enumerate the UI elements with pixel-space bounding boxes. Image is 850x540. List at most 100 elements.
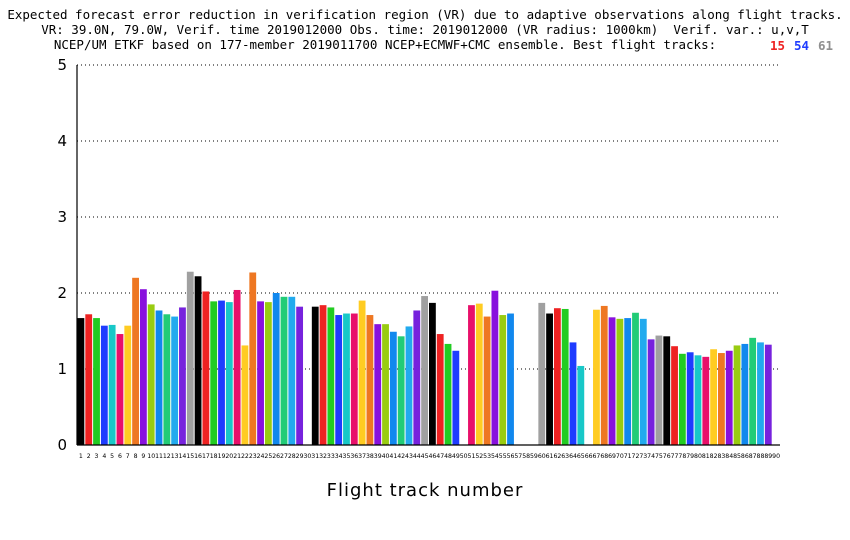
- bar: [475, 303, 483, 445]
- bar: [499, 315, 507, 445]
- x-tick-label: 83: [717, 453, 725, 460]
- bar: [616, 318, 624, 445]
- bar: [600, 305, 608, 445]
- x-tick-label: 54: [491, 453, 499, 460]
- bar: [280, 296, 288, 445]
- x-tick-label: 44: [413, 453, 421, 460]
- x-tick-label: 68: [600, 453, 608, 460]
- x-tick-label: 73: [639, 453, 647, 460]
- x-tick-label: 46: [428, 453, 436, 460]
- x-tick-label: 66: [585, 453, 593, 460]
- x-tick-label: 11: [155, 453, 163, 460]
- x-tick-label: 69: [608, 453, 616, 460]
- y-tick-label: 5: [57, 56, 67, 74]
- bar: [100, 325, 108, 445]
- x-tick-label: 35: [343, 453, 351, 460]
- x-tick-label: 40: [382, 453, 390, 460]
- bar: [241, 345, 249, 445]
- bar: [624, 318, 632, 445]
- bar: [593, 309, 600, 445]
- x-tick-label: 7: [126, 453, 130, 460]
- bar: [546, 313, 553, 445]
- x-tick-label: 32: [319, 453, 327, 460]
- bar: [194, 276, 202, 445]
- bar: [483, 316, 491, 445]
- bar: [569, 342, 577, 445]
- x-tick-label: 78: [678, 453, 686, 460]
- bar: [257, 301, 264, 445]
- bar: [358, 300, 366, 445]
- bar: [296, 306, 304, 445]
- bar: [632, 312, 639, 445]
- bar: [710, 349, 718, 445]
- bar: [663, 336, 671, 445]
- x-tick-label: 86: [741, 453, 749, 460]
- y-tick-label: 1: [57, 360, 67, 378]
- x-tick-label: 88: [757, 453, 765, 460]
- x-tick-label: 39: [374, 453, 382, 460]
- x-axis-label: Flight track number: [326, 480, 524, 501]
- bar: [436, 334, 444, 445]
- x-tick-label: 58: [522, 453, 530, 460]
- x-tick-label: 55: [499, 453, 507, 460]
- bar: [444, 343, 452, 445]
- bar: [77, 318, 85, 445]
- x-tick-label: 65: [577, 453, 585, 460]
- x-tick-label: 3: [95, 453, 99, 460]
- x-tick-label: 85: [733, 453, 741, 460]
- x-tick-label: 17: [202, 453, 210, 460]
- x-tick-label: 13: [171, 453, 179, 460]
- bar: [647, 339, 655, 445]
- x-tick-label: 16: [194, 453, 202, 460]
- bar: [147, 304, 155, 445]
- bar: [678, 353, 686, 445]
- x-tick-label: 20: [225, 453, 233, 460]
- bar: [749, 337, 757, 445]
- bar: [171, 316, 179, 445]
- x-tick-label: 87: [749, 453, 757, 460]
- x-tick-label: 21: [233, 453, 241, 460]
- x-tick-label: 18: [210, 453, 218, 460]
- bar: [538, 302, 546, 445]
- bar: [202, 291, 210, 445]
- bar: [139, 289, 147, 445]
- bar: [272, 293, 280, 445]
- bar: [366, 315, 374, 445]
- x-tick-label: 33: [327, 453, 335, 460]
- bar: [350, 313, 358, 445]
- x-tick-label: 80: [694, 453, 702, 460]
- x-tick-label: 71: [624, 453, 632, 460]
- x-tick-label: 29: [296, 453, 304, 460]
- x-tick-label: 31: [311, 453, 319, 460]
- bar: [93, 318, 100, 445]
- bar: [163, 314, 171, 445]
- x-tick-label: 59: [530, 453, 538, 460]
- x-tick-label: 48: [444, 453, 452, 460]
- x-tick-label: 4: [102, 453, 106, 460]
- x-tick-label: 9: [141, 453, 145, 460]
- x-tick-label: 25: [264, 453, 272, 460]
- x-tick-label: 90: [772, 453, 780, 460]
- bar: [421, 296, 428, 445]
- bar: [718, 353, 725, 445]
- bar: [507, 313, 514, 445]
- y-tick-label: 4: [57, 132, 67, 150]
- x-tick-label: 62: [553, 453, 561, 460]
- x-tick-label: 72: [632, 453, 640, 460]
- bar: [397, 336, 405, 445]
- x-tick-label: 52: [475, 453, 483, 460]
- bar: [764, 344, 772, 445]
- x-tick-label: 12: [163, 453, 171, 460]
- best-track-3: 61: [818, 38, 834, 53]
- x-tick-label: 67: [593, 453, 601, 460]
- bar: [233, 289, 241, 445]
- x-tick-label: 79: [686, 453, 694, 460]
- bar: [116, 334, 124, 445]
- bar: [218, 300, 225, 445]
- chart-title-line-2: VR: 39.0N, 79.0W, Verif. time 2019012000…: [41, 22, 809, 37]
- x-tick-label: 43: [405, 453, 413, 460]
- bar: [249, 272, 257, 445]
- bar: [264, 302, 272, 445]
- bar: [382, 324, 389, 445]
